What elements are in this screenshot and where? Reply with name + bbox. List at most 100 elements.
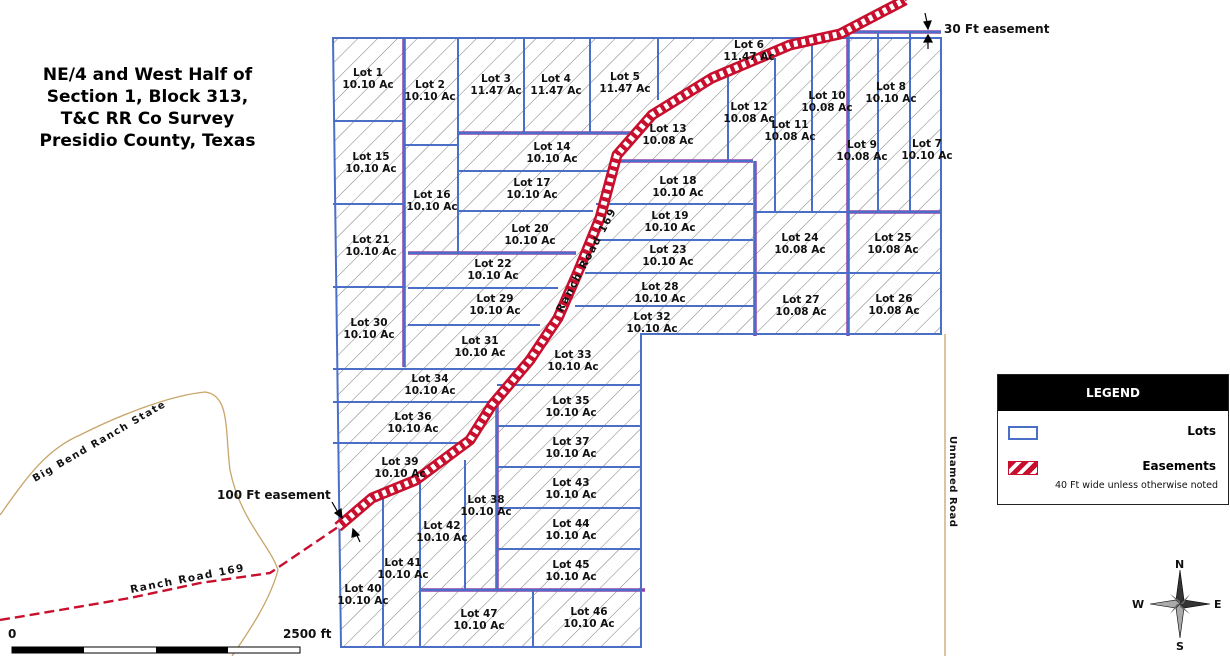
lot-area: 10.08 Ac [801, 102, 852, 114]
lot-label-29: Lot 29 10.10 Ac [469, 293, 520, 317]
lot-label-18: Lot 18 10.10 Ac [652, 175, 703, 199]
lot-name: Lot 34 [411, 373, 448, 385]
lot-label-1: Lot 1 10.10 Ac [342, 67, 393, 91]
lot-label-7: Lot 7 10.10 Ac [901, 138, 952, 162]
lot-area: 10.10 Ac [404, 91, 455, 103]
lot-name: Lot 19 [651, 210, 688, 222]
lot-name: Lot 14 [533, 141, 570, 153]
lot-name: Lot 27 [782, 294, 819, 306]
lot-label-39: Lot 39 10.10 Ac [374, 456, 425, 480]
lot-name: Lot 46 [570, 606, 607, 618]
lot-area: 10.08 Ac [774, 244, 825, 256]
lot-area: 11.47 Ac [599, 83, 650, 95]
lot-area: 10.10 Ac [460, 506, 511, 518]
lot-name: Lot 7 [912, 138, 942, 150]
lot-name: Lot 5 [610, 71, 640, 83]
lot-area: 10.10 Ac [547, 361, 598, 373]
lot-name: Lot 43 [552, 477, 589, 489]
lot-area: 10.10 Ac [644, 222, 695, 234]
lot-area: 10.08 Ac [867, 244, 918, 256]
lot-label-34: Lot 34 10.10 Ac [404, 373, 455, 397]
lot-area: 10.08 Ac [868, 305, 919, 317]
lot-name: Lot 8 [876, 81, 906, 93]
title-line-3: T&C RR Co Survey [60, 109, 235, 129]
lot-area: 10.10 Ac [416, 532, 467, 544]
lot-label-3: Lot 3 11.47 Ac [470, 73, 521, 97]
lot-label-32: Lot 32 10.10 Ac [626, 311, 677, 335]
lot-area: 10.10 Ac [377, 569, 428, 581]
lot-name: Lot 15 [352, 151, 389, 163]
ranch-road-easement [0, 0, 908, 622]
lot-area: 10.10 Ac [406, 201, 457, 213]
lot-area: 11.47 Ac [530, 85, 581, 97]
lot-area: 10.10 Ac [343, 329, 394, 341]
lot-name: Lot 40 [344, 583, 381, 595]
compass-s: S [1176, 640, 1184, 653]
lot-name: Lot 29 [476, 293, 513, 305]
lot-label-36: Lot 36 10.10 Ac [387, 411, 438, 435]
legend-title: LEGEND [998, 375, 1228, 411]
lot-label-23: Lot 23 10.10 Ac [642, 244, 693, 268]
lot-area: 10.10 Ac [467, 270, 518, 282]
lot-name: Lot 28 [641, 281, 678, 293]
lot-name: Lot 21 [352, 234, 389, 246]
lot-name: Lot 12 [730, 101, 767, 113]
lot-area: 10.10 Ac [345, 163, 396, 175]
easement-100-label: 100 Ft easement [217, 488, 331, 502]
lot-name: Lot 11 [771, 119, 808, 131]
lot-area: 10.10 Ac [563, 618, 614, 630]
lot-area: 10.10 Ac [387, 423, 438, 435]
lot-name: Lot 3 [481, 73, 511, 85]
lot-name: Lot 44 [552, 518, 589, 530]
lot-area: 10.10 Ac [634, 293, 685, 305]
compass-star-icon [1175, 569, 1185, 605]
lot-label-12: Lot 12 10.08 Ac [723, 101, 774, 125]
lot-area: 10.10 Ac [545, 407, 596, 419]
lot-label-47: Lot 47 10.10 Ac [453, 608, 504, 632]
lot-label-14: Lot 14 10.10 Ac [526, 141, 577, 165]
lot-label-9: Lot 9 10.08 Ac [836, 139, 887, 163]
legend-label-easements: Easements [1142, 459, 1216, 473]
lot-name: Lot 41 [384, 557, 421, 569]
lot-name: Lot 13 [649, 123, 686, 135]
lot-name: Lot 18 [659, 175, 696, 187]
lot-label-25: Lot 25 10.08 Ac [867, 232, 918, 256]
lot-area: 10.08 Ac [775, 306, 826, 318]
lot-label-16: Lot 16 10.10 Ac [406, 189, 457, 213]
lot-label-8: Lot 8 10.10 Ac [865, 81, 916, 105]
lot-label-46: Lot 46 10.10 Ac [563, 606, 614, 630]
lot-name: Lot 2 [415, 79, 445, 91]
lot-area: 10.10 Ac [374, 468, 425, 480]
lot-borders [331, 31, 942, 648]
lot-name: Lot 20 [511, 223, 548, 235]
lot-area: 10.10 Ac [526, 153, 577, 165]
lot-area: 10.10 Ac [652, 187, 703, 199]
lot-area: 10.10 Ac [545, 448, 596, 460]
lot-name: Lot 32 [633, 311, 670, 323]
lot-label-21: Lot 21 10.10 Ac [345, 234, 396, 258]
lot-label-2: Lot 2 10.10 Ac [404, 79, 455, 103]
compass-rose: N S E W [1132, 558, 1222, 653]
lot-area: 10.10 Ac [545, 489, 596, 501]
lot-area: 10.10 Ac [626, 323, 677, 335]
lot-area: 10.10 Ac [642, 256, 693, 268]
lot-label-27: Lot 27 10.08 Ac [775, 294, 826, 318]
legend: LEGEND Lots Easements 40 Ft wide unless … [997, 374, 1229, 505]
lot-area: 10.10 Ac [404, 385, 455, 397]
lot-name: Lot 30 [350, 317, 387, 329]
lot-label-30: Lot 30 10.10 Ac [343, 317, 394, 341]
lot-label-35: Lot 35 10.10 Ac [545, 395, 596, 419]
lot-area: 10.10 Ac [504, 235, 555, 247]
lot-label-38: Lot 38 10.10 Ac [460, 494, 511, 518]
lot-name: Lot 6 [734, 39, 764, 51]
lot-name: Lot 9 [847, 139, 877, 151]
parcel-hatch [333, 38, 941, 647]
lot-label-15: Lot 15 10.10 Ac [345, 151, 396, 175]
lot-area: 10.10 Ac [901, 150, 952, 162]
lot-label-24: Lot 24 10.08 Ac [774, 232, 825, 256]
legend-note: 40 Ft wide unless otherwise noted [1054, 480, 1218, 491]
lot-label-43: Lot 43 10.10 Ac [545, 477, 596, 501]
lot-area: 10.08 Ac [764, 131, 815, 143]
lot-area: 10.10 Ac [545, 571, 596, 583]
